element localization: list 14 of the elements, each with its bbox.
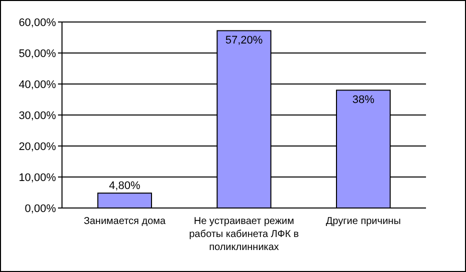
y-tick-label: 40,00% (18, 78, 56, 91)
data-label: 4,80% (109, 180, 140, 192)
y-tick-label: 0,00% (24, 202, 56, 215)
x-tick-label: Другие причины (326, 216, 401, 227)
data-label: 38% (352, 94, 375, 106)
y-tick-label: 10,00% (18, 172, 56, 184)
x-tick-label: Занимается дома (84, 216, 166, 227)
y-tick-label: 50,00% (18, 48, 56, 60)
x-tick-label: Не устраивает режим работы кабинета ЛФК в поликлинниках (189, 216, 299, 253)
data-label: 57,20% (225, 34, 263, 47)
y-tick-label: 20,00% (18, 140, 56, 153)
y-tick-label: 60,00% (18, 16, 56, 29)
y-tick-label: 30,00% (18, 110, 56, 122)
bar (97, 192, 152, 208)
